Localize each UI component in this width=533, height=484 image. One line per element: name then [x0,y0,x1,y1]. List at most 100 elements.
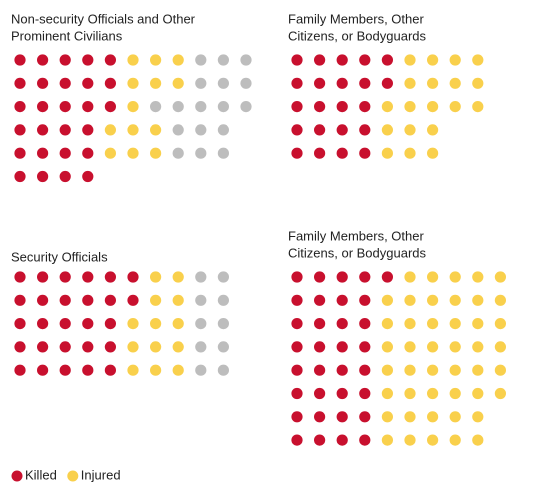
dot [472,411,484,423]
dot [381,271,393,283]
dot [314,124,326,136]
dot [217,341,229,353]
dot [404,411,416,423]
dot [404,318,416,330]
dot [336,387,348,400]
dot [127,77,139,89]
dot [427,294,439,306]
dot [37,54,49,66]
dot [240,101,252,113]
dot [314,318,326,330]
dot [14,54,26,66]
dot [336,341,348,353]
dot [127,271,139,283]
dot [381,294,393,306]
legend-swatch [67,470,79,482]
dot [217,294,229,306]
dot [59,54,71,66]
dot [104,101,116,113]
dot [82,341,94,353]
dot [449,77,461,89]
dot [104,364,116,376]
dot [404,54,416,66]
dot [82,54,94,66]
dot [14,101,26,113]
dot [82,101,94,113]
dot [449,341,461,353]
dot [494,318,506,330]
dot [291,294,303,306]
dot [104,271,116,283]
dot [59,364,71,376]
dot [195,54,207,66]
dot [359,387,371,400]
dot [336,411,348,423]
dot [427,387,439,400]
dot [195,341,207,353]
dot [472,101,484,113]
dot [37,170,49,183]
dot [427,147,439,159]
dot [14,124,26,136]
dot [195,77,207,89]
dot [104,294,116,306]
dot [427,101,439,113]
dot [359,364,371,376]
dot [59,170,71,183]
dot [127,364,139,376]
dot [240,54,252,66]
dot [59,294,71,306]
dot [104,318,116,330]
dot [449,411,461,423]
dot [359,411,371,423]
dot [104,341,116,353]
dot [172,341,184,353]
dot [291,387,303,400]
dot [37,318,49,330]
panel-title: Citizens, or Bodyguards [288,245,427,260]
dot [127,101,139,113]
dot [172,77,184,89]
dot [427,434,439,446]
dot [472,387,484,400]
dot [381,77,393,89]
dot [314,271,326,283]
dot [14,294,26,306]
dot [172,101,184,113]
dot [291,77,303,89]
dot [291,318,303,330]
dot [291,364,303,376]
dot [381,341,393,353]
legend-swatch [11,470,23,482]
dot [404,294,416,306]
dot [336,101,348,113]
dot [314,434,326,446]
legend-label: Injured [81,467,121,482]
dot [82,77,94,89]
dot [336,434,348,446]
dot [104,54,116,66]
dot [449,434,461,446]
dot [427,341,439,353]
dot [449,101,461,113]
dot [472,54,484,66]
dot [150,341,162,353]
dot [127,147,139,159]
dot [314,387,326,400]
dot [14,271,26,283]
panel-title: Prominent Civilians [11,28,123,43]
dot [381,101,393,113]
dot [381,364,393,376]
dot [14,77,26,89]
dot [37,271,49,283]
dot [427,54,439,66]
dot [37,101,49,113]
dot [314,411,326,423]
dot [427,364,439,376]
panel-title: Non-security Officials and Other [11,11,196,26]
dot [59,318,71,330]
dot [314,101,326,113]
dot [14,318,26,330]
dot [172,124,184,136]
dot [314,147,326,159]
